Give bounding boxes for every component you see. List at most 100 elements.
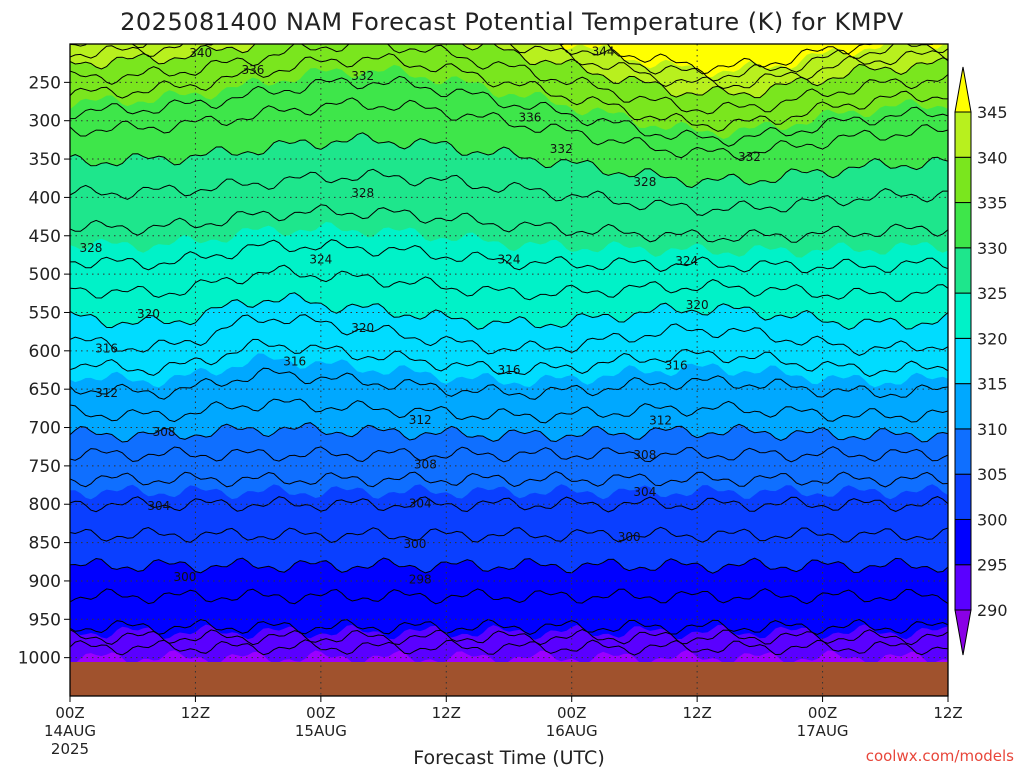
- isoline-332: [70, 97, 948, 161]
- colorbar-segment: [954, 111, 972, 158]
- colorbar-tick-label: 325: [977, 284, 1008, 303]
- contour-label: 328: [79, 241, 102, 255]
- isoline-304: [70, 496, 948, 513]
- colorbar-segment: [954, 428, 972, 475]
- x-axis-label: Forecast Time (UTC): [413, 747, 604, 768]
- contour-label: 308: [633, 448, 656, 462]
- colorbar-tick-label: 345: [977, 103, 1008, 122]
- colorbar-segment: [954, 337, 972, 385]
- isoline-336: [70, 53, 948, 132]
- colorbar: 290 295 300 305 310 315 320 325 330 335 340 345: [954, 66, 1008, 656]
- x-tick-date: 14AUG: [44, 722, 96, 740]
- contour-label: 336: [241, 63, 264, 77]
- contour-label: 308: [414, 457, 437, 471]
- y-tick-label: 950: [29, 610, 61, 630]
- y-tick-label: 450: [29, 227, 61, 247]
- colorbar-tick-label: 340: [977, 148, 1008, 167]
- colorbar-tick-label: 305: [977, 465, 1008, 484]
- isoline-330: [70, 132, 948, 189]
- isoline-328: [70, 168, 948, 217]
- contour-label: 298: [409, 572, 432, 586]
- contour-label: 312: [409, 413, 432, 427]
- colorbar-tick-label: 310: [977, 420, 1008, 439]
- y-tick-label: 900: [29, 572, 61, 592]
- contour-label: 312: [649, 414, 672, 428]
- isoline-322: [70, 264, 948, 302]
- isoline-338: [70, 44, 948, 115]
- isoline-344: [70, 44, 948, 82]
- contour-label: 304: [633, 485, 656, 499]
- x-tick-label: 12Z: [933, 704, 962, 722]
- isoline-346: [558, 44, 934, 75]
- colorbar-tick-label: 300: [977, 510, 1008, 529]
- contour-label: 328: [633, 175, 656, 189]
- gridlines: [70, 44, 948, 696]
- isoline-294: [70, 629, 948, 646]
- x-tick-label: 00Z: [306, 704, 335, 722]
- isoline-300: [70, 557, 948, 574]
- isoline-334: [70, 75, 948, 147]
- plot-area: 340 344 336 332 336 332 332 328 328 328 324 324 324 3…: [70, 44, 948, 696]
- colorbar-above-arrow: [954, 66, 972, 113]
- colorbar-below-arrow: [954, 609, 972, 656]
- isoline-310: [70, 422, 948, 443]
- chart-title: 2025081400 NAM Forecast Potential Temper…: [120, 8, 904, 36]
- contour-label: 320: [686, 298, 709, 312]
- y-tick-label: 400: [29, 188, 61, 208]
- credit-text: coolwx.com/models: [866, 747, 1014, 765]
- contour-label: 316: [95, 342, 118, 356]
- isoline-312: [70, 398, 948, 424]
- contour-label: 304: [147, 499, 170, 513]
- colorbar-segment: [954, 156, 972, 204]
- contour-label: 344: [592, 45, 615, 59]
- colorbar-segment: [954, 202, 972, 249]
- colorbar-segment: [954, 292, 972, 339]
- x-tick-year: 2025: [51, 740, 89, 758]
- x-tick-label: 12Z: [181, 704, 210, 722]
- isoline-316: [70, 338, 948, 377]
- colorbar-tick-label: 295: [977, 556, 1008, 575]
- contour-label: 316: [665, 358, 688, 372]
- colorbar-segment: [954, 383, 972, 430]
- isoline-324: [70, 239, 948, 274]
- isoline-314: [70, 367, 948, 400]
- contour-label: 324: [309, 253, 332, 267]
- colorbar-tick-label: 335: [977, 194, 1008, 213]
- y-axis: 250 300 350 400 450 500 550 600 650 700 750 800 850 9…: [18, 73, 70, 669]
- isoline-292: [70, 639, 948, 656]
- colorbar-segment: [954, 247, 972, 294]
- contour-label: 316: [283, 355, 306, 369]
- x-tick-label: 00Z: [55, 704, 84, 722]
- y-tick-label: 550: [29, 303, 61, 323]
- x-tick-date: 16AUG: [546, 722, 598, 740]
- contour-lines: [70, 44, 948, 656]
- contour-label: 308: [153, 425, 176, 439]
- colorbar-tick-label: 290: [977, 601, 1008, 620]
- contour-label: 340: [189, 46, 212, 60]
- colorbar-tick-label: 330: [977, 239, 1008, 258]
- isoline-318: [70, 314, 948, 356]
- contour-label: 316: [498, 363, 521, 377]
- contour-label: 336: [518, 111, 541, 125]
- plot-frame: [69, 43, 949, 697]
- y-tick-label: 800: [29, 495, 61, 515]
- contour-label: 332: [550, 142, 573, 156]
- contour-label: 312: [95, 386, 118, 400]
- colorbar-segment: [954, 518, 972, 566]
- y-tick-label: 300: [29, 112, 61, 132]
- y-tick-label: 1000: [18, 649, 61, 669]
- colorbar-tick-label: 315: [977, 375, 1008, 394]
- isoline-302: [70, 526, 948, 544]
- x-tick-label: 00Z: [557, 704, 586, 722]
- colorbar-segment: [954, 473, 972, 520]
- isoline-326: [70, 204, 948, 243]
- isoline-298: [70, 588, 948, 605]
- x-tick-label: 12Z: [682, 704, 711, 722]
- contour-label: 324: [675, 254, 698, 268]
- contour-label: 300: [174, 570, 197, 584]
- y-tick-label: 600: [29, 342, 61, 362]
- contour-label: 320: [137, 307, 160, 321]
- y-tick-label: 350: [29, 150, 61, 170]
